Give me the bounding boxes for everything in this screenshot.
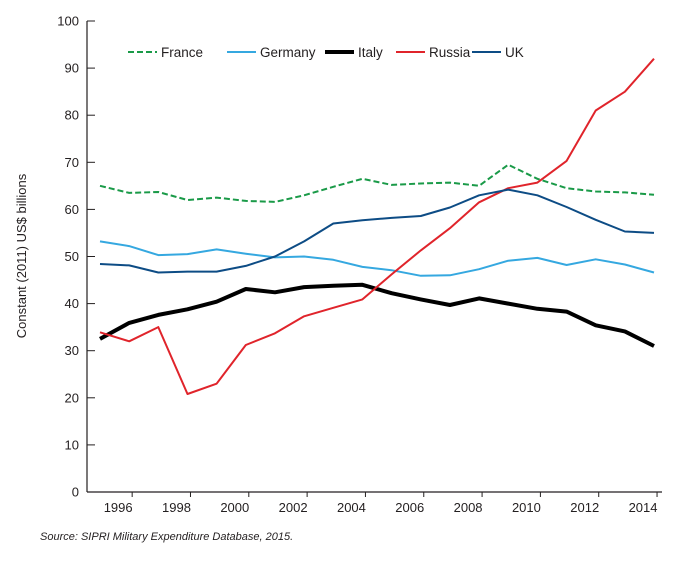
x-tick-label: 2000 [220,500,249,515]
y-tick-label: 40 [65,296,79,311]
y-tick-label: 20 [65,390,79,405]
source-note: Source: SIPRI Military Expenditure Datab… [40,531,293,543]
legend-label-germany: Germany [260,45,316,60]
y-axis-label: Constant (2011) US$ billions [14,173,29,338]
y-tick-label: 0 [72,485,79,500]
x-tick-label: 2002 [279,500,308,515]
y-tick-label: 50 [65,249,79,264]
x-tick-label: 2004 [337,500,366,515]
series-line-uk [99,188,655,274]
x-tick-label: 2006 [395,500,424,515]
series-line-russia [99,58,655,395]
y-tick-label: 70 [65,155,79,170]
series-line-france [99,163,655,203]
legend: France Germany Italy Russia UK [128,45,524,60]
y-tick-label: 80 [65,108,79,123]
y-tick-label: 100 [57,14,79,29]
y-tick-label: 90 [65,61,79,76]
y-tick-label: 30 [65,343,79,358]
legend-label-italy: Italy [358,45,383,60]
series-line-germany [99,240,655,277]
x-tick-label: 1996 [104,500,133,515]
legend-label-france: France [161,45,203,60]
legend-label-russia: Russia [429,45,471,60]
legend-label-uk: UK [505,45,524,60]
series-line-italy [99,282,655,348]
x-tick-label: 2014 [629,500,658,515]
y-tick-label: 60 [65,202,79,217]
x-tick-label: 1998 [162,500,191,515]
x-tick-label: 2010 [512,500,541,515]
x-tick-label: 2012 [570,500,599,515]
axes: 0 10 20 30 40 50 60 70 80 90 100 1996 1998 2000 2002 20… [57,14,662,515]
series-lines [99,58,655,395]
x-tick-label: 2008 [454,500,483,515]
y-tick-label: 10 [65,437,79,452]
